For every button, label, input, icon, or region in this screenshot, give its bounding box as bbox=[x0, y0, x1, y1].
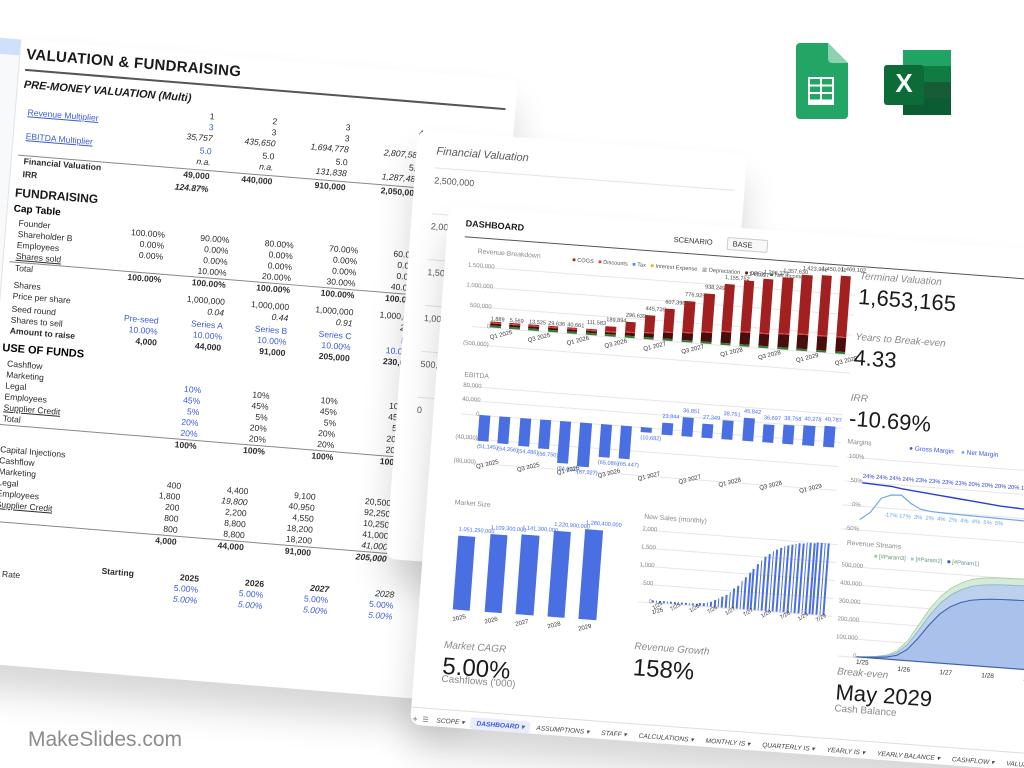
svg-text:X: X bbox=[895, 68, 913, 98]
